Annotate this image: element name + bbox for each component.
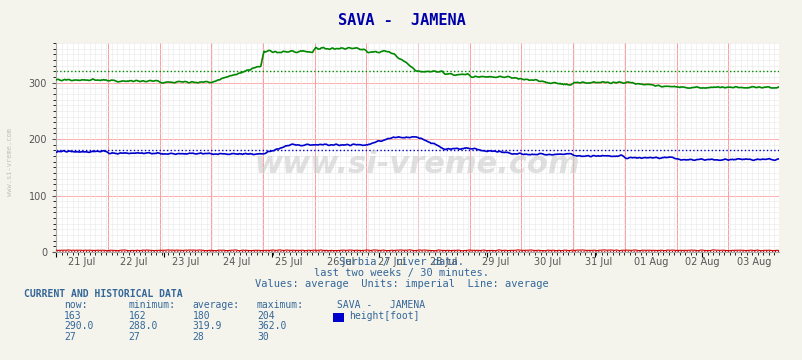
Text: 290.0: 290.0 xyxy=(64,321,94,332)
Text: 162: 162 xyxy=(128,311,146,321)
Text: 319.9: 319.9 xyxy=(192,321,222,332)
Text: 180: 180 xyxy=(192,311,210,321)
Text: now:: now: xyxy=(64,300,87,310)
Text: 30: 30 xyxy=(257,332,269,342)
Text: Values: average  Units: imperial  Line: average: Values: average Units: imperial Line: av… xyxy=(254,279,548,289)
Text: 28: 28 xyxy=(192,332,205,342)
Text: 204: 204 xyxy=(257,311,274,321)
Text: 362.0: 362.0 xyxy=(257,321,286,332)
Text: height[foot]: height[foot] xyxy=(349,311,419,321)
Text: Serbia / river data.: Serbia / river data. xyxy=(338,257,464,267)
Text: SAVA -   JAMENA: SAVA - JAMENA xyxy=(337,300,425,310)
Text: maximum:: maximum: xyxy=(257,300,304,310)
Text: www.si-vreme.com: www.si-vreme.com xyxy=(254,150,580,179)
Text: 288.0: 288.0 xyxy=(128,321,158,332)
Text: 163: 163 xyxy=(64,311,82,321)
Text: minimum:: minimum: xyxy=(128,300,176,310)
Text: 27: 27 xyxy=(64,332,76,342)
Text: average:: average: xyxy=(192,300,240,310)
Text: CURRENT AND HISTORICAL DATA: CURRENT AND HISTORICAL DATA xyxy=(24,289,183,299)
Text: www.si-vreme.com: www.si-vreme.com xyxy=(6,128,13,196)
Text: 27: 27 xyxy=(128,332,140,342)
Text: SAVA -  JAMENA: SAVA - JAMENA xyxy=(337,13,465,28)
Text: last two weeks / 30 minutes.: last two weeks / 30 minutes. xyxy=(314,268,488,278)
